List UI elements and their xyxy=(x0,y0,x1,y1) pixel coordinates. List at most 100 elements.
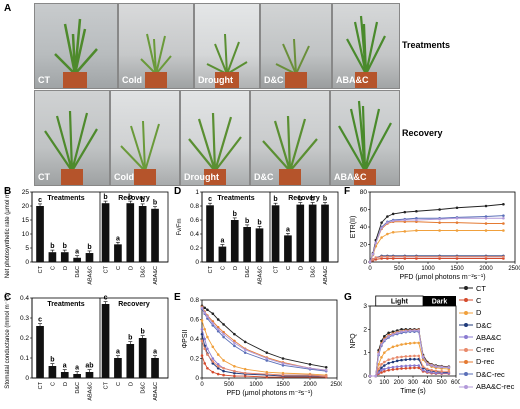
legend-dot xyxy=(464,323,468,328)
data-point xyxy=(430,371,433,374)
data-point xyxy=(243,371,247,375)
data-point xyxy=(386,232,389,236)
data-point xyxy=(417,366,421,370)
panel-label-c: C xyxy=(4,292,12,303)
data-point xyxy=(371,252,375,256)
data-point xyxy=(377,352,380,356)
data-point xyxy=(368,374,372,378)
data-point xyxy=(391,219,395,223)
data-point xyxy=(404,342,408,346)
data-point xyxy=(391,333,395,336)
data-point xyxy=(426,367,429,371)
category-label: ABA&C xyxy=(87,266,93,285)
category-label: D xyxy=(63,382,69,386)
data-point xyxy=(434,371,438,375)
data-point xyxy=(387,331,390,335)
data-point xyxy=(484,222,488,225)
legend-label: D-rec xyxy=(476,357,495,367)
bar xyxy=(255,228,264,262)
data-point xyxy=(383,370,386,373)
data-point xyxy=(203,337,206,341)
tick-label: 80 xyxy=(360,189,368,196)
data-point xyxy=(222,335,225,339)
category-label: C xyxy=(220,266,226,270)
tick-label: 0.6 xyxy=(190,217,199,224)
tick-label: 20 xyxy=(360,242,368,249)
data-point xyxy=(265,351,269,354)
panel-label-g: G xyxy=(344,292,352,303)
legend-item: D-rec xyxy=(459,356,519,368)
data-point xyxy=(368,260,372,264)
data-point xyxy=(438,255,441,259)
data-point xyxy=(400,367,403,370)
bar xyxy=(151,358,159,378)
significance-letter: b xyxy=(257,219,261,226)
data-point xyxy=(380,368,383,372)
data-point xyxy=(243,348,247,352)
bar xyxy=(73,257,81,262)
photo-ct-recovery: CT xyxy=(34,90,110,186)
photo-cold-recovery: Cold xyxy=(110,90,180,186)
data-point xyxy=(380,343,383,346)
data-point xyxy=(391,330,395,333)
data-point xyxy=(387,366,390,370)
data-point xyxy=(200,354,204,357)
group-label: Recovery xyxy=(118,301,150,308)
plant-image xyxy=(206,33,248,88)
data-point xyxy=(395,331,399,335)
bar xyxy=(321,204,329,262)
bar xyxy=(230,220,239,262)
legend-item: ABA&C xyxy=(459,331,519,343)
legend-item: ABA&C-rec xyxy=(459,380,519,392)
category-label: C xyxy=(50,382,56,386)
tick-label: 0 xyxy=(195,259,199,266)
data-point xyxy=(426,362,429,366)
data-point xyxy=(404,358,408,361)
group-label: Treatments xyxy=(47,301,84,308)
bar xyxy=(243,227,251,262)
data-point xyxy=(403,218,407,222)
data-point xyxy=(417,364,421,367)
category-label: ABA&C xyxy=(87,382,93,401)
significance-letter: b xyxy=(103,194,107,201)
data-point xyxy=(383,364,386,367)
data-point xyxy=(415,209,418,213)
data-point xyxy=(324,365,328,369)
data-point xyxy=(211,312,215,315)
legend-label: ABA&C xyxy=(476,332,502,342)
legend-dot xyxy=(464,310,468,315)
bar xyxy=(138,338,147,378)
significance-letter: a xyxy=(63,363,67,370)
photo-caption: D&C xyxy=(264,75,284,85)
tick-label: 0 xyxy=(363,373,367,380)
data-point xyxy=(203,362,206,365)
series-line xyxy=(201,305,327,368)
tick-label: 1 xyxy=(195,189,199,196)
significance-letter: c xyxy=(38,197,42,204)
data-point xyxy=(383,360,386,364)
data-point xyxy=(400,355,403,359)
tick-label: 0.4 xyxy=(190,336,199,343)
tick-label: 500 xyxy=(224,382,235,388)
tick-label: 1500 xyxy=(276,382,290,388)
significance-letter: a xyxy=(116,235,120,242)
data-point xyxy=(421,355,425,359)
tick-label: 0 xyxy=(363,259,367,266)
bar xyxy=(308,204,317,262)
significance-letter: b xyxy=(128,194,132,201)
data-point xyxy=(265,372,269,376)
significance-letter: b xyxy=(233,211,237,218)
legend-marker xyxy=(459,359,473,364)
plant-image xyxy=(188,112,242,185)
tick-label: 0.2 xyxy=(190,245,199,252)
data-point xyxy=(408,364,412,368)
data-point xyxy=(404,329,408,333)
data-point xyxy=(387,335,390,338)
data-point xyxy=(200,332,204,336)
data-point xyxy=(502,202,505,206)
data-point xyxy=(383,351,386,354)
data-point xyxy=(380,221,383,224)
plant-image xyxy=(346,15,386,88)
data-point xyxy=(417,329,421,332)
bar xyxy=(60,372,69,378)
